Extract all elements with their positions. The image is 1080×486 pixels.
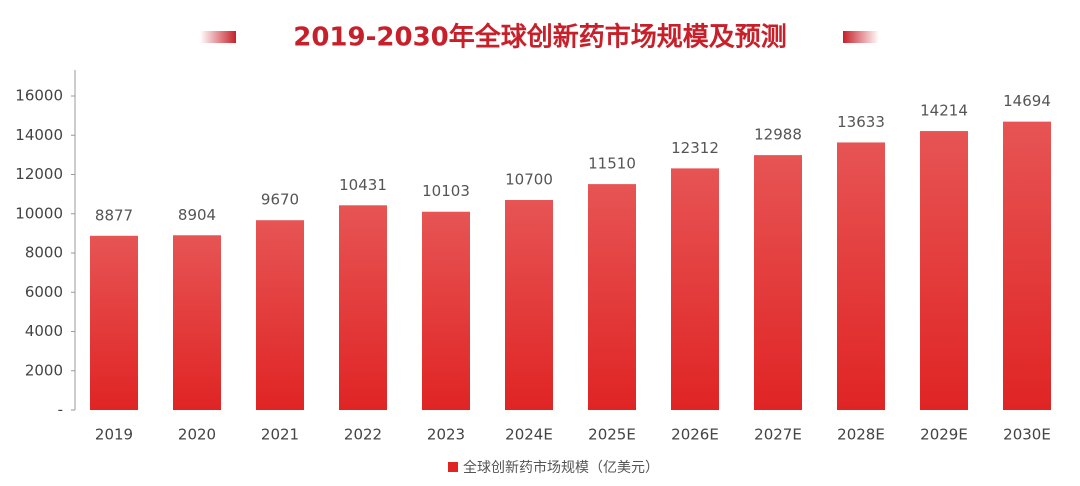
bar	[671, 168, 719, 410]
y-tick-label: 4000	[25, 322, 63, 340]
x-tick-label: 2021	[261, 426, 299, 444]
legend-label: 全球创新药市场规模（亿美元）	[463, 459, 659, 476]
y-tick-label: 6000	[25, 283, 63, 301]
title-decoration	[843, 31, 879, 43]
value-label: 8904	[178, 206, 216, 224]
x-tick-label: 2020	[178, 426, 216, 444]
value-label: 14694	[1003, 92, 1051, 110]
bar	[1003, 121, 1051, 410]
bar	[505, 200, 553, 410]
value-label: 10700	[505, 171, 553, 189]
chart-title: 2019-2030年全球创新药市场规模及预测	[293, 22, 787, 53]
x-tick-label: 2028E	[837, 426, 885, 444]
value-label: 8877	[95, 206, 133, 224]
x-tick-label: 2022	[344, 426, 382, 444]
bar	[588, 184, 636, 410]
value-label: 12312	[671, 139, 719, 157]
bar	[837, 142, 885, 410]
y-tick-label: -	[58, 401, 63, 419]
value-label: 10431	[339, 176, 387, 194]
x-tick-label: 2026E	[671, 426, 719, 444]
value-label: 9670	[261, 191, 299, 209]
x-tick-label: 2019	[95, 426, 133, 444]
bar	[422, 211, 470, 410]
bar	[754, 155, 802, 410]
x-tick-label: 2029E	[920, 426, 968, 444]
y-tick-label: 2000	[25, 361, 63, 379]
bar	[256, 220, 304, 410]
bar	[339, 205, 387, 410]
x-tick-label: 2025E	[588, 426, 636, 444]
value-label: 12988	[754, 126, 802, 144]
value-label: 10103	[422, 182, 470, 200]
y-tick-label: 10000	[15, 204, 63, 222]
y-tick-label: 14000	[15, 126, 63, 144]
bar	[920, 131, 968, 411]
y-tick-label: 12000	[15, 165, 63, 183]
legend-swatch	[448, 462, 458, 472]
y-tick-label: 16000	[15, 87, 63, 105]
x-tick-label: 2023	[427, 426, 465, 444]
x-tick-label: 2024E	[505, 426, 553, 444]
bar	[173, 235, 221, 410]
title-decoration	[200, 31, 236, 43]
value-label: 13633	[837, 113, 885, 131]
value-label: 11510	[588, 155, 636, 173]
y-tick-label: 8000	[25, 244, 63, 262]
value-label: 14214	[920, 102, 968, 120]
x-tick-label: 2030E	[1003, 426, 1051, 444]
bar	[90, 235, 138, 410]
x-tick-label: 2027E	[754, 426, 802, 444]
